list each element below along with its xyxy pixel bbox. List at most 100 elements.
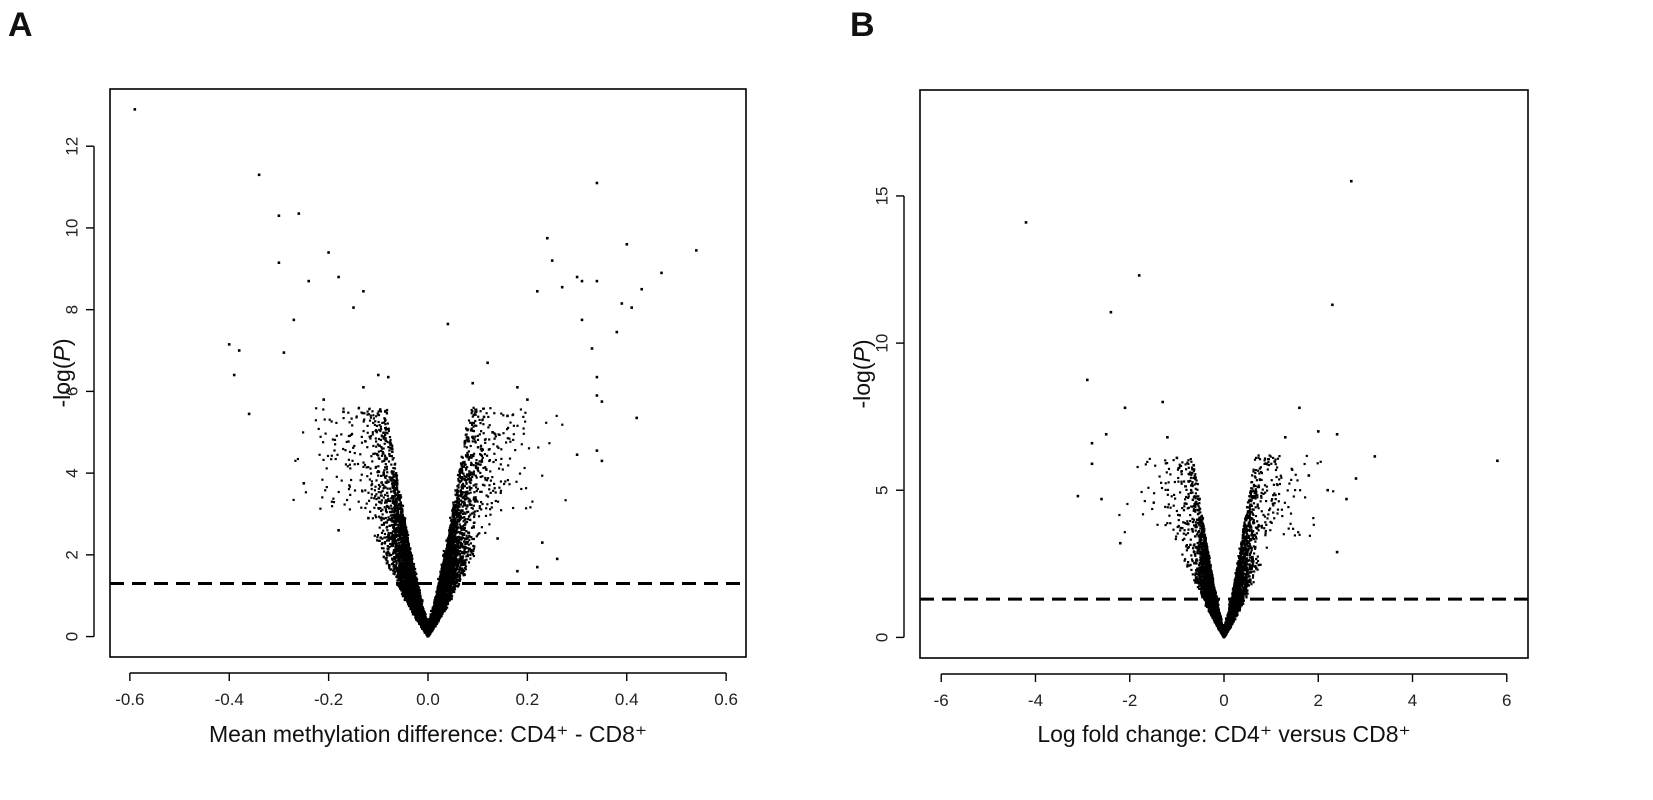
data-point [402, 577, 405, 580]
data-point [375, 415, 378, 418]
data-point [477, 415, 480, 418]
data-point [385, 526, 388, 529]
data-point [466, 541, 469, 544]
data-point [378, 428, 381, 431]
data-point [487, 495, 490, 498]
data-point [474, 496, 477, 499]
data-point [377, 420, 380, 424]
data-point [505, 441, 508, 444]
data-point [404, 546, 407, 549]
data-point [472, 464, 475, 467]
data-point [391, 557, 394, 560]
data-point [453, 526, 456, 529]
data-point [456, 485, 459, 488]
data-point [342, 417, 345, 420]
data-point [466, 517, 469, 521]
data-point [480, 453, 483, 456]
data-point [471, 410, 474, 413]
data-point [461, 525, 464, 528]
data-point [465, 520, 469, 523]
data-point [336, 453, 339, 456]
data-point [494, 435, 497, 438]
data-point [456, 507, 459, 510]
data-point [481, 475, 484, 478]
data-point [458, 469, 461, 472]
data-point [485, 479, 489, 482]
data-point [508, 483, 511, 486]
data-point [457, 500, 460, 503]
data-point [315, 407, 318, 410]
data-point [391, 445, 394, 448]
data-point [385, 559, 388, 562]
data-point [348, 484, 351, 487]
data-point [397, 538, 400, 541]
data-point [451, 511, 454, 514]
data-point [387, 498, 390, 501]
data-point [458, 561, 461, 564]
data-point [386, 545, 389, 548]
data-point [452, 573, 455, 576]
data-point [473, 424, 476, 427]
data-point [383, 485, 386, 488]
data-point [504, 480, 507, 483]
data-point [371, 410, 374, 413]
data-point [477, 515, 481, 518]
data-point [369, 472, 373, 475]
data-point [388, 436, 392, 439]
data-point [463, 532, 466, 535]
data-point [461, 493, 464, 496]
data-point [353, 452, 356, 455]
data-point [395, 476, 398, 479]
data-point [445, 539, 448, 542]
data-point [465, 436, 468, 439]
data-point [465, 551, 468, 554]
data-point [366, 413, 369, 416]
data-point [296, 457, 299, 461]
data-point [452, 589, 455, 592]
data-point [388, 510, 392, 513]
data-point [472, 511, 475, 514]
data-point [462, 555, 465, 558]
data-point [401, 513, 404, 516]
data-point [332, 501, 336, 504]
data-point [394, 513, 397, 516]
data-point [317, 427, 320, 430]
data-point [483, 453, 486, 456]
data-point [449, 528, 452, 532]
data-point [470, 408, 473, 412]
data-point [402, 593, 405, 596]
data-point [292, 498, 295, 501]
data-point [392, 476, 395, 479]
data-point [370, 455, 373, 458]
data-point [380, 519, 383, 522]
data-point [389, 524, 392, 527]
data-point [455, 585, 458, 588]
data-point [531, 500, 534, 503]
data-point [394, 498, 397, 501]
data-point [507, 464, 510, 467]
data-point [508, 457, 512, 460]
data-point [384, 466, 387, 469]
data-point [376, 539, 379, 542]
data-point [366, 431, 369, 434]
data-point [371, 433, 374, 436]
data-point [472, 437, 475, 440]
data-point [390, 454, 393, 458]
data-point [411, 613, 414, 616]
data-point [478, 433, 481, 436]
data-point [366, 424, 369, 427]
data-point [385, 468, 388, 471]
data-point [497, 500, 500, 503]
data-point [375, 503, 378, 506]
data-point [410, 597, 413, 600]
data-point [392, 536, 395, 540]
data-point [508, 437, 511, 440]
data-point [467, 536, 470, 539]
data-point [457, 483, 460, 486]
data-point [383, 442, 386, 445]
data-point [390, 444, 393, 447]
data-point [380, 547, 384, 550]
data-point [390, 507, 393, 510]
data-point [459, 543, 462, 546]
